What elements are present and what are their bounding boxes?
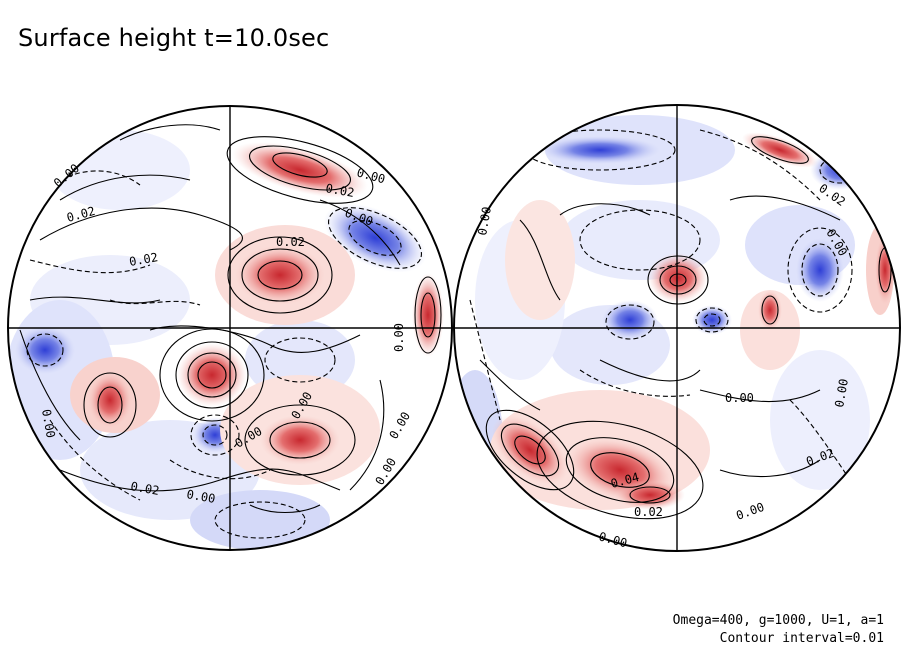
figure-title: Surface height t=10.0sec [18,24,330,52]
contour-label: 0.00 [725,391,754,405]
right-hemisphere-field [454,105,900,551]
model-parameters: Omega=400, g=1000, U=1, a=1 [672,613,884,628]
contour-label: 0.02 [276,235,305,249]
contour-label: 0.00 [392,323,406,352]
contour-label: 0.02 [129,479,160,498]
contour-label: 0.00 [39,408,58,439]
contour-label: 0.00 [475,206,494,237]
right-hemisphere: 0.00 0.02 0.00 0.00 0.02 0.00 0.04 0.02 … [453,104,901,552]
contour-label: 0.02 [324,181,355,200]
left-hemisphere: 0.02 0.02 0.00 0.02 0.00 0.02 0.00 0.00 … [7,105,453,551]
contour-interval: Contour interval=0.01 [719,631,884,646]
contour-label: 0.02 [634,505,663,519]
contour-label: 0.00 [185,487,216,506]
contour-label: 0.02 [128,250,159,269]
contour-label: 0.00 [832,378,851,409]
